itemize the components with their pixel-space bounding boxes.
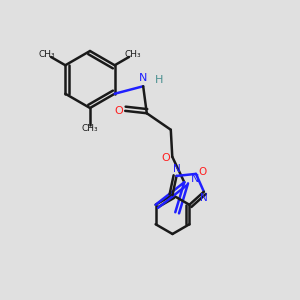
Text: N: N: [173, 164, 180, 174]
Text: CH₃: CH₃: [39, 50, 56, 59]
Text: N: N: [191, 174, 199, 184]
Text: N: N: [200, 193, 208, 203]
Text: N: N: [139, 73, 147, 82]
Text: O: O: [198, 167, 207, 177]
Text: H: H: [154, 75, 163, 85]
Text: CH₃: CH₃: [124, 50, 141, 59]
Text: O: O: [161, 153, 170, 163]
Text: O: O: [114, 106, 123, 116]
Text: CH₃: CH₃: [82, 124, 98, 134]
